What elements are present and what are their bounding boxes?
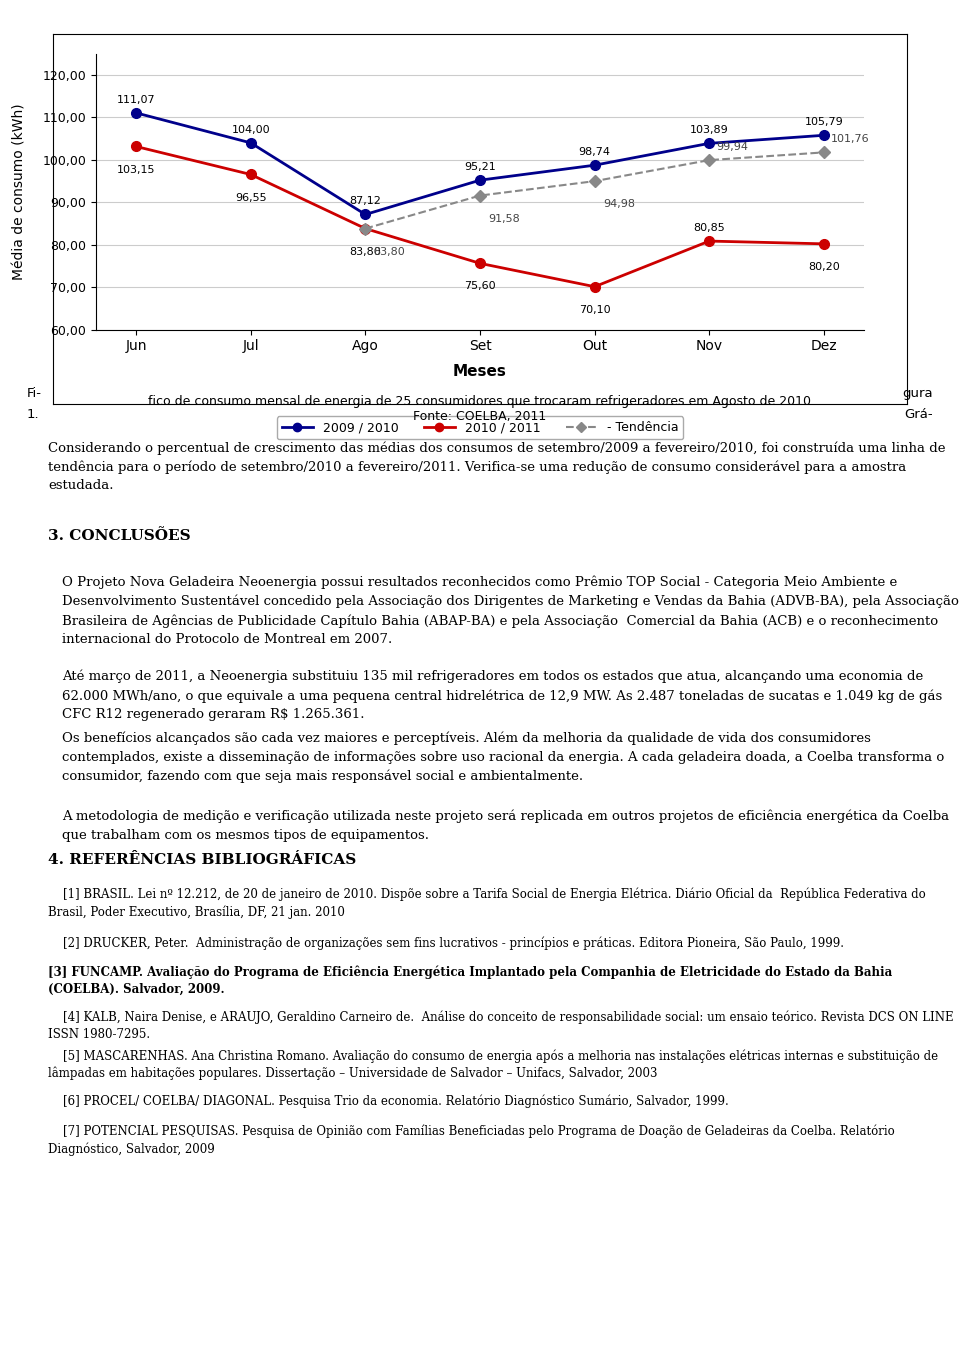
Text: Fi-
1.: Fi- 1. [27,387,42,421]
Y-axis label: Média de consumo (kWh): Média de consumo (kWh) [12,104,27,280]
Text: 99,94: 99,94 [716,141,748,152]
Text: [6] PROCEL/ COELBA/ DIAGONAL. Pesquisa Trio da economia. Relatório Diagnóstico S: [6] PROCEL/ COELBA/ DIAGONAL. Pesquisa T… [48,1095,729,1108]
Text: 105,79: 105,79 [804,117,843,126]
X-axis label: Meses: Meses [453,364,507,379]
Text: [3] FUNCAMP. Avaliação do Programa de Eficiência Energética Implantado pela Comp: [3] FUNCAMP. Avaliação do Programa de Ef… [48,966,892,997]
Text: 75,60: 75,60 [465,281,495,292]
Text: [4] KALB, Naira Denise, e ARAUJO, Geraldino Carneiro de.  Análise do conceito de: [4] KALB, Naira Denise, e ARAUJO, Gerald… [48,1010,953,1041]
Text: Fonte: COELBA, 2011: Fonte: COELBA, 2011 [414,410,546,424]
Text: Considerando o percentual de crescimento das médias dos consumos de setembro/200: Considerando o percentual de crescimento… [48,441,946,492]
Text: 80,85: 80,85 [693,223,725,233]
Text: Até março de 2011, a Neoenergia substituiu 135 mil refrigeradores em todos os es: Até março de 2011, a Neoenergia substitu… [62,670,943,721]
Text: [2] DRUCKER, Peter.  Administração de organizações sem fins lucrativos - princíp: [2] DRUCKER, Peter. Administração de org… [48,936,844,950]
Legend: 2009 / 2010, 2010 / 2011, - Tendência: 2009 / 2010, 2010 / 2011, - Tendência [276,416,684,438]
Text: O Projeto Nova Geladeira Neoenergia possui resultados reconhecidos como Prêmio T: O Projeto Nova Geladeira Neoenergia poss… [62,576,959,646]
Text: 83,80: 83,80 [373,246,405,257]
Text: 4. REFERÊNCIAS BIBLIOGRÁFICAS: 4. REFERÊNCIAS BIBLIOGRÁFICAS [48,853,356,866]
Text: [7] POTENCIAL PESQUISAS. Pesquisa de Opinião com Famílias Beneficiadas pelo Prog: [7] POTENCIAL PESQUISAS. Pesquisa de Opi… [48,1124,895,1155]
Text: [1] BRASIL. Lei nº 12.212, de 20 de janeiro de 2010. Dispõe sobre a Tarifa Socia: [1] BRASIL. Lei nº 12.212, de 20 de jane… [48,888,925,919]
Text: 70,10: 70,10 [579,305,611,315]
Text: A metodologia de medição e verificação utilizada neste projeto será replicada em: A metodologia de medição e verificação u… [62,810,949,842]
Text: 111,07: 111,07 [117,94,156,105]
Text: 83,80: 83,80 [349,246,381,257]
Text: 98,74: 98,74 [579,147,611,157]
Text: 91,58: 91,58 [489,214,520,223]
Text: 96,55: 96,55 [235,192,267,203]
Text: Os benefícios alcançados são cada vez maiores e perceptíveis. Além da melhoria d: Os benefícios alcançados são cada vez ma… [62,732,945,783]
Text: 104,00: 104,00 [231,125,270,134]
Text: 95,21: 95,21 [464,161,496,172]
Text: fico de consumo mensal de energia de 25 consumidores que trocaram refrigeradores: fico de consumo mensal de energia de 25 … [149,395,811,409]
Text: 103,89: 103,89 [690,125,729,134]
Text: [5] MASCARENHAS. Ana Christina Romano. Avaliação do consumo de energia após a me: [5] MASCARENHAS. Ana Christina Romano. A… [48,1049,938,1080]
Text: 103,15: 103,15 [117,164,156,175]
Text: gura
Grá-: gura Grá- [902,387,933,421]
Text: 3. CONCLUSÕES: 3. CONCLUSÕES [48,529,191,542]
Text: 80,20: 80,20 [808,262,840,272]
Text: 94,98: 94,98 [603,199,635,210]
Text: 101,76: 101,76 [830,134,870,144]
Text: 87,12: 87,12 [349,196,381,206]
